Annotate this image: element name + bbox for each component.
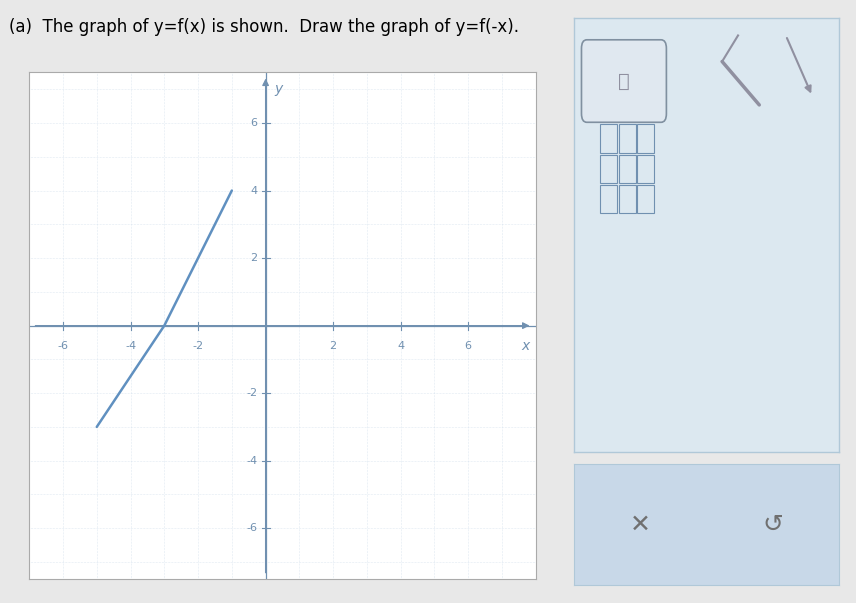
- Text: -4: -4: [125, 341, 136, 351]
- Text: x: x: [521, 339, 530, 353]
- Text: 2: 2: [250, 253, 257, 263]
- Bar: [619, 155, 636, 183]
- Bar: [619, 185, 636, 213]
- FancyBboxPatch shape: [581, 40, 666, 122]
- Text: -6: -6: [247, 523, 257, 533]
- Text: ✕: ✕: [629, 513, 651, 537]
- Bar: [600, 185, 617, 213]
- Text: (a)  The graph of y=f(x) is shown.  Draw the graph of y=f(-x).: (a) The graph of y=f(x) is shown. Draw t…: [9, 18, 519, 36]
- Text: y: y: [274, 83, 282, 96]
- Text: ↺: ↺: [762, 513, 783, 537]
- Text: 4: 4: [397, 341, 404, 351]
- Text: 6: 6: [465, 341, 472, 351]
- Text: 4: 4: [250, 186, 257, 195]
- Text: -2: -2: [246, 388, 257, 398]
- Bar: [619, 124, 636, 153]
- Text: 6: 6: [250, 118, 257, 128]
- Bar: [637, 155, 655, 183]
- Bar: [637, 124, 655, 153]
- Text: -2: -2: [193, 341, 204, 351]
- Text: ⬜: ⬜: [618, 72, 630, 90]
- Bar: [637, 185, 655, 213]
- Text: 2: 2: [330, 341, 336, 351]
- Text: -4: -4: [246, 456, 257, 466]
- Text: -6: -6: [57, 341, 68, 351]
- Bar: [600, 155, 617, 183]
- Bar: [600, 124, 617, 153]
